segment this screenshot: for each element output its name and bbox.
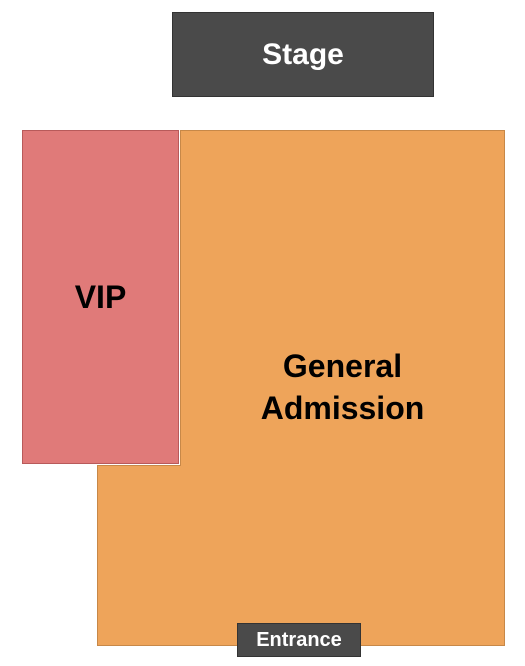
stage-label: Stage [262,38,344,72]
vip-label: VIP [75,279,127,316]
entrance-label: Entrance [256,629,342,652]
general-admission-block: General Admission [180,130,505,646]
stage-block: Stage [172,12,434,97]
entrance-block: Entrance [237,623,361,657]
general-admission-label: General Admission [261,346,425,429]
ga-seam [179,466,183,645]
vip-block: VIP [22,130,179,464]
seating-map: Stage General Admission VIP Entrance [0,0,525,666]
ga-overhang-block [97,465,181,646]
